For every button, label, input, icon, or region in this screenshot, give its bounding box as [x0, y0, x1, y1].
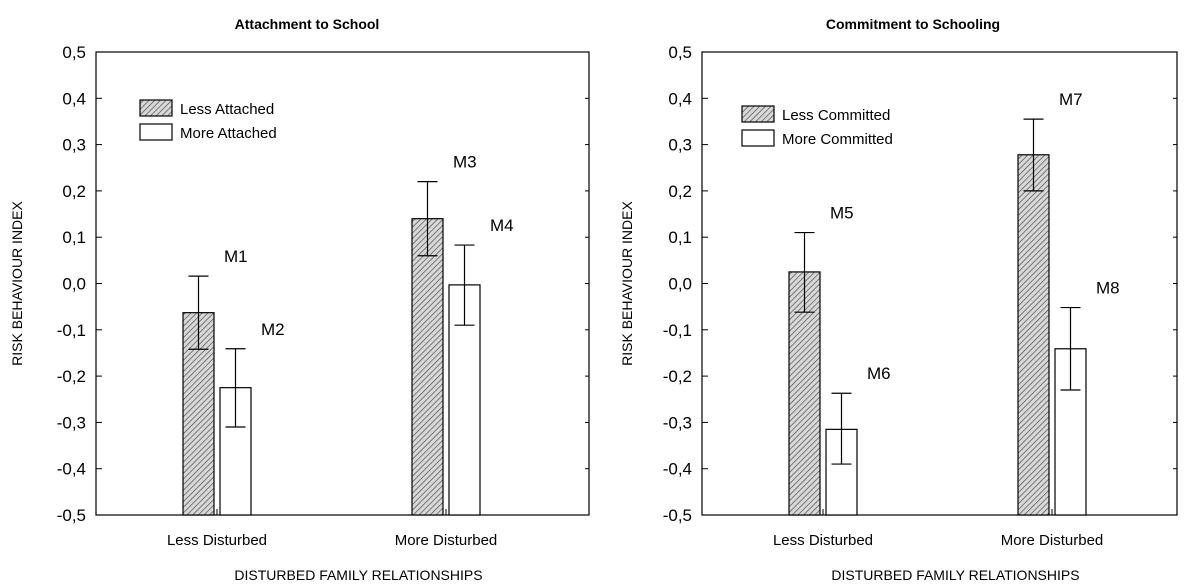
y-tick-label: 0,1	[62, 228, 86, 247]
mean-label: M4	[490, 216, 514, 235]
y-tick-label: 0,4	[668, 89, 692, 108]
mean-label: M8	[1096, 279, 1120, 298]
category-label: Less Disturbed	[167, 532, 267, 549]
mean-label: M6	[867, 364, 891, 383]
chart-title: Commitment to Schooling	[826, 16, 1000, 32]
chart-panel-2: Commitment to Schooling 0,5 0,4 0,3 0,2 0,1 0,…	[619, 16, 1178, 583]
y-tick-label: 0,5	[668, 43, 692, 62]
y-tick-label: -0,2	[57, 367, 86, 386]
y-axis-label: RISK BEHAVIOUR INDEX	[619, 201, 635, 366]
y-tick-label: 0,1	[668, 228, 692, 247]
y-tick-label: -0,5	[663, 506, 692, 525]
bar-m7	[1017, 154, 1050, 516]
legend-swatch	[741, 129, 775, 147]
legend-swatch	[139, 123, 173, 141]
legend-label: Less Attached	[180, 101, 274, 118]
plot-frame	[95, 51, 590, 516]
y-tick-label: -0,1	[57, 321, 86, 340]
category-label: Less Disturbed	[773, 532, 873, 549]
y-tick-label: 0,5	[62, 43, 86, 62]
legend-swatch	[741, 105, 775, 123]
y-tick-label: 0,3	[62, 136, 86, 155]
y-tick-label: 0,2	[668, 182, 692, 201]
y-tick-label: 0,0	[62, 275, 86, 294]
chart-panel-1: Attachment to School 0,5 0,4 0,3 0,2 0,1 0,0 -0…	[9, 16, 590, 583]
legend-label: More Committed	[782, 131, 893, 148]
y-tick-label: 0,4	[62, 89, 86, 108]
category-label: More Disturbed	[1001, 532, 1104, 549]
y-tick-label: -0,2	[663, 367, 692, 386]
x-axis-label: DISTURBED FAMILY RELATIONSHIPS	[234, 567, 482, 583]
y-tick-label: 0,0	[668, 275, 692, 294]
mean-label: M2	[261, 320, 285, 339]
y-tick-label: -0,5	[57, 506, 86, 525]
mean-label: M5	[830, 204, 854, 223]
mean-label: M7	[1059, 90, 1083, 109]
y-tick-label: 0,2	[62, 182, 86, 201]
category-label: More Disturbed	[395, 532, 498, 549]
legend-label: More Attached	[180, 125, 277, 142]
legend-swatch	[139, 99, 173, 117]
y-tick-label: -0,3	[663, 413, 692, 432]
y-tick-label: -0,4	[663, 460, 692, 479]
y-axis-label: RISK BEHAVIOUR INDEX	[9, 201, 25, 366]
bar-m3	[411, 218, 444, 516]
y-tick-label: -0,1	[663, 321, 692, 340]
y-tick-label: -0,4	[57, 460, 86, 479]
y-tick-label: 0,3	[668, 136, 692, 155]
x-axis-label: DISTURBED FAMILY RELATIONSHIPS	[831, 567, 1079, 583]
chart-title: Attachment to School	[235, 16, 380, 32]
legend-label: Less Committed	[782, 107, 890, 124]
mean-label: M1	[224, 247, 248, 266]
mean-label: M3	[453, 153, 477, 172]
y-tick-label: -0,3	[57, 413, 86, 432]
